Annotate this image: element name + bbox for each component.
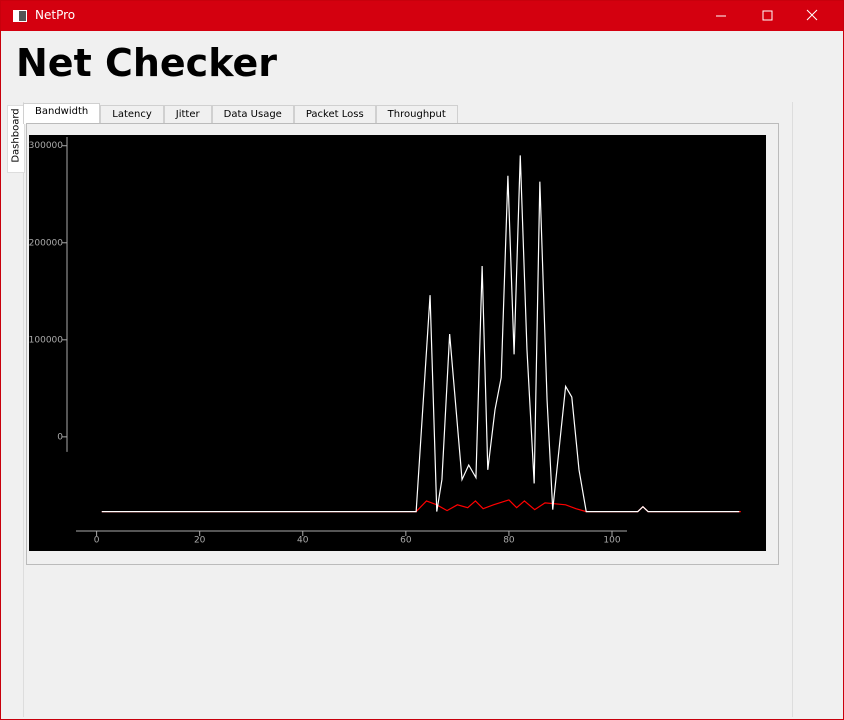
x-tick-label: 0 xyxy=(94,536,100,546)
plot-background xyxy=(29,135,766,551)
x-tick-label: 40 xyxy=(297,536,309,546)
maximize-button[interactable] xyxy=(745,1,789,31)
x-tick-label: 60 xyxy=(400,536,412,546)
window-title: NetPro xyxy=(35,8,76,22)
page-heading: Net Checker xyxy=(16,41,277,85)
dashboard-panel xyxy=(23,102,793,717)
tab[interactable]: Latency xyxy=(100,105,164,124)
x-tick-label: 80 xyxy=(503,536,515,546)
title-bar: NetPro xyxy=(1,1,843,31)
tab[interactable]: Jitter xyxy=(163,105,212,124)
data-line xyxy=(101,155,740,513)
y-tick-label: 300000 xyxy=(29,141,64,151)
y-tick-label: 100000 xyxy=(29,335,64,345)
x-tick-label: 100 xyxy=(603,536,620,546)
minimize-button[interactable] xyxy=(699,1,743,31)
close-button[interactable] xyxy=(791,1,835,31)
tab[interactable]: Bandwidth xyxy=(23,103,101,124)
app-icon xyxy=(13,10,27,22)
tab[interactable]: Data Usage xyxy=(211,105,294,124)
side-tab[interactable]: Dashboard xyxy=(7,105,25,173)
tab[interactable]: Throughput xyxy=(375,105,458,124)
x-tick-label: 20 xyxy=(194,536,206,546)
y-tick-label: 0 xyxy=(57,432,63,442)
y-tick-label: 200000 xyxy=(29,238,64,248)
tab-bar: Bandwidth Latency Jitter Data Usage Packet L… xyxy=(23,103,458,124)
tab[interactable]: Packet Loss xyxy=(293,105,376,124)
